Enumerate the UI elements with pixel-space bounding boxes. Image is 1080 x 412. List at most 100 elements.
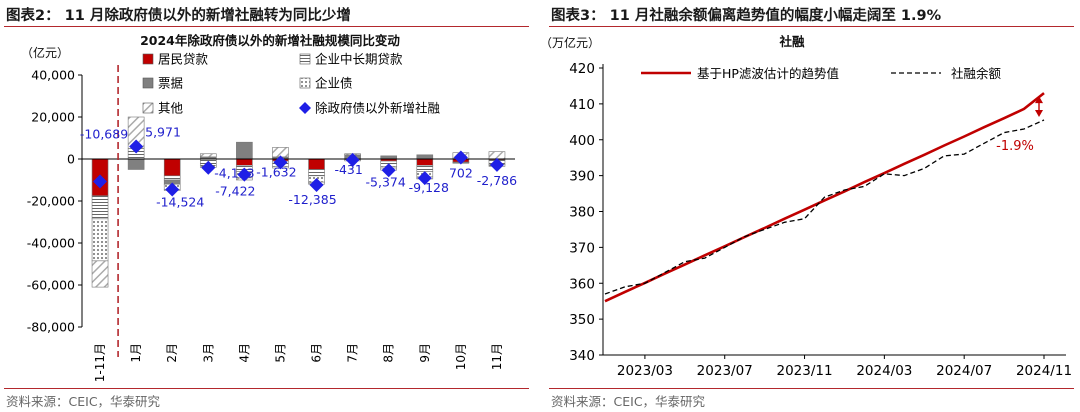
- deviation-arrow-head-down: [1035, 110, 1043, 118]
- y-tick-label: 0: [67, 152, 75, 167]
- total-label: -5,374: [366, 174, 406, 189]
- total-label: -9,128: [409, 180, 449, 195]
- y-tick-label: -60,000: [27, 278, 75, 293]
- total-diamond: [453, 150, 468, 165]
- x-tick-label: 8月: [382, 343, 396, 363]
- right-panel: 图表3： 11 月社融余额偏离趋势值的幅度小幅走阔至 1.9% 社融 （万亿元） 3…: [540, 0, 1080, 412]
- y-tick-label: 360: [569, 276, 595, 292]
- total-label: -1,632: [256, 164, 296, 179]
- deviation-arrow-head-up: [1035, 96, 1043, 104]
- total-label: -431: [334, 162, 362, 177]
- right-source: 资料来源：CEIC，华泰研究: [551, 394, 706, 409]
- total-label: 5,971: [145, 124, 181, 139]
- total-diamond: [345, 152, 360, 167]
- x-tick-label: 5月: [273, 343, 287, 363]
- y-tick-label: 20,000: [31, 110, 75, 125]
- bar-resident: [163, 158, 181, 177]
- total-diamond: [489, 157, 504, 172]
- x-tick-label: 7月: [346, 343, 360, 363]
- left-source: 资料来源：CEIC，华泰研究: [6, 394, 161, 409]
- total-diamond: [129, 139, 144, 154]
- total-label: 702: [449, 166, 473, 181]
- y-tick-label: -20,000: [27, 194, 75, 209]
- legend-swatch-bills: [142, 77, 154, 89]
- x-tick-label: 3月: [201, 343, 215, 363]
- bar-corp: [416, 165, 434, 172]
- y-axis-unit: （万亿元）: [540, 35, 600, 50]
- legend-label-diamond: 除政府债以外新增社融: [315, 101, 441, 116]
- total-label: -2,786: [477, 173, 517, 188]
- y-tick-label: 420: [569, 61, 595, 77]
- bar-bills: [416, 154, 434, 160]
- left-bottom-rule: [4, 388, 529, 389]
- chart-title: 2024年除政府债以外的新增社融规模同比变动: [140, 33, 400, 48]
- x-tick-label: 2023/11: [776, 363, 832, 379]
- left-figure-title: 图表2： 11 月除政府债以外的新增社融转为同比少增: [6, 8, 351, 24]
- y-tick-label: 400: [569, 133, 595, 149]
- x-tick-label: 1-11月: [93, 343, 107, 382]
- right-title-rule: [549, 26, 1074, 27]
- x-tick-label: 2023/07: [697, 363, 753, 379]
- legend-label-corp: 企业中长期贷款: [315, 52, 403, 67]
- legend-swatch-bonds: [299, 77, 311, 89]
- x-tick-label: 1月: [129, 343, 143, 363]
- legend-swatch-resident: [142, 53, 154, 65]
- x-tick-label: 2024/11: [1016, 363, 1072, 379]
- y-tick-label: -40,000: [27, 236, 75, 251]
- x-tick-label: 4月: [237, 343, 251, 363]
- legend-label-bonds: 企业债: [315, 76, 353, 91]
- right-bottom-rule: [549, 388, 1074, 389]
- legend-label-hp: 基于HP滤波估计的趋势值: [697, 66, 839, 81]
- legend-label-other: 其他: [158, 101, 184, 116]
- total-diamond: [309, 178, 324, 193]
- x-tick-label: 2月: [165, 343, 179, 363]
- total-diamond: [93, 174, 108, 189]
- bar-bills: [236, 141, 253, 160]
- legend-swatch-corp: [299, 53, 311, 65]
- right-chart: 社融 （万亿元） 340 350 360 370 380 390 400 410 420 2023/0…: [540, 34, 1072, 379]
- x-tick-label: 10月: [454, 343, 468, 370]
- total-label: -10,689: [80, 126, 128, 141]
- bar-resident: [416, 158, 434, 166]
- legend-label-resident: 居民贷款: [158, 52, 209, 67]
- total-label: -12,385: [288, 192, 336, 207]
- total-diamond: [273, 155, 288, 170]
- total-diamond: [381, 163, 396, 178]
- legend-label-tsf: 社融余额: [951, 66, 1002, 81]
- x-tick-label: 2023/03: [617, 363, 673, 379]
- total-diamond: [165, 182, 180, 197]
- y-tick-label: 370: [569, 240, 595, 256]
- x-tick-label: 6月: [310, 343, 324, 363]
- bar-resident: [308, 158, 325, 170]
- left-title-rule: [4, 26, 529, 27]
- total-label: -7,422: [215, 184, 255, 199]
- bar-resident: [236, 158, 253, 166]
- x-tick-label: 9月: [418, 343, 432, 363]
- y-tick-label: 410: [569, 97, 595, 113]
- legend-label-bills: 票据: [158, 76, 183, 91]
- left-panel: 图表2： 11 月除政府债以外的新增社融转为同比少增 2024年除政府债以外的新…: [0, 0, 535, 412]
- left-chart: 2024年除政府债以外的新增社融规模同比变动（亿元）40,00020,0000-…: [21, 33, 517, 382]
- y-tick-label: 350: [569, 312, 595, 328]
- legend-swatch-diamond: [299, 102, 311, 114]
- y-tick-label: 380: [569, 205, 595, 221]
- x-tick-label: 2024/07: [936, 363, 992, 379]
- right-figure-title: 图表3： 11 月社融余额偏离趋势值的幅度小幅走阔至 1.9%: [551, 8, 942, 24]
- y-tick-label: -80,000: [27, 320, 75, 335]
- series-hp-trend: [604, 92, 1045, 303]
- chart-title: 社融: [778, 34, 805, 49]
- total-diamond: [417, 171, 432, 186]
- y-tick-label: 340: [569, 348, 595, 364]
- bar-bonds: [91, 218, 109, 262]
- bar-bills: [127, 158, 145, 170]
- y-axis-unit: （亿元）: [21, 45, 69, 60]
- y-tick-label: 40,000: [31, 68, 75, 83]
- bar-other: [199, 153, 217, 158]
- bar-other: [91, 260, 109, 288]
- legend-swatch-other: [142, 102, 154, 114]
- bar-corp: [163, 175, 181, 181]
- deviation-annotation: -1.9%: [996, 139, 1034, 154]
- total-diamond: [237, 167, 252, 182]
- total-diamond: [201, 160, 216, 175]
- total-label: -14,524: [156, 195, 204, 210]
